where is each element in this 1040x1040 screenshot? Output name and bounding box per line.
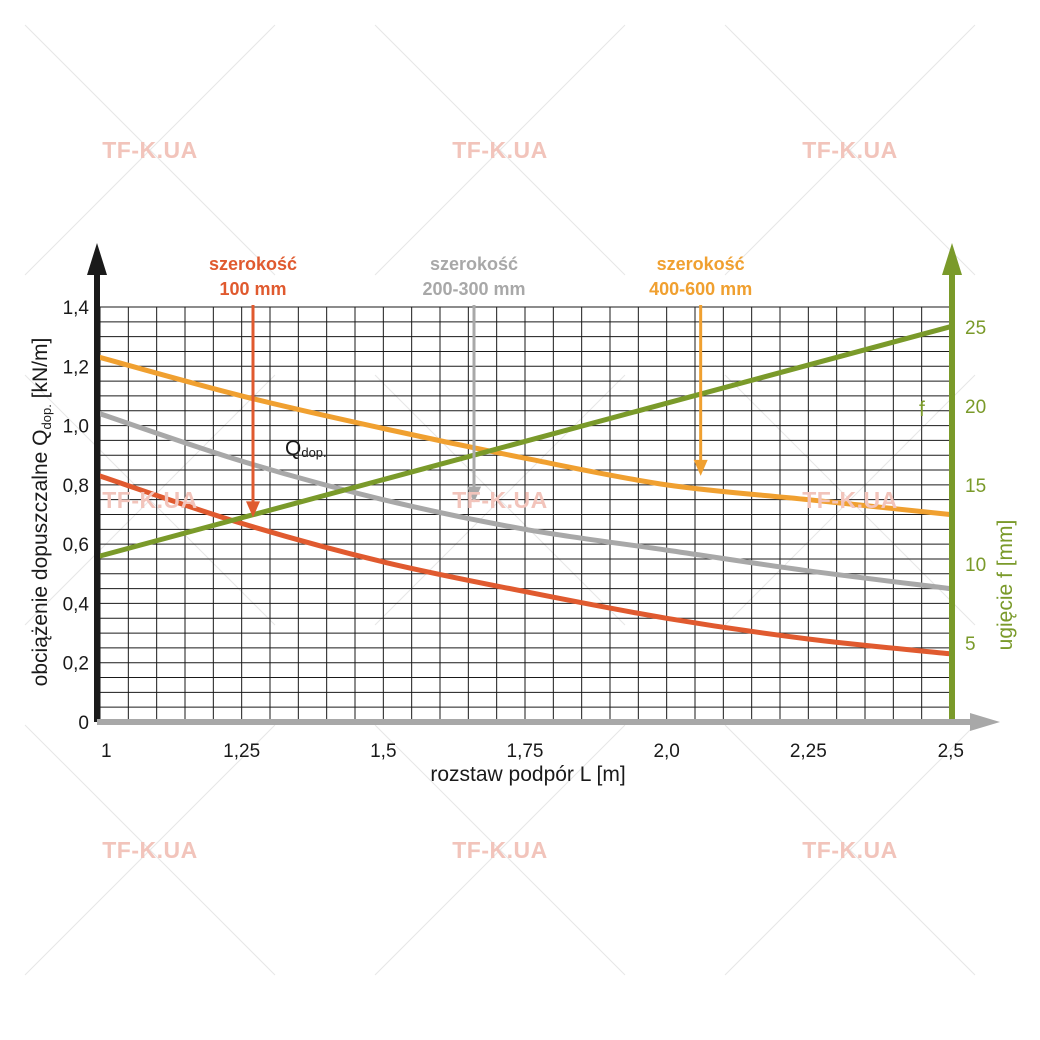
callout-title: szerokość (430, 254, 518, 274)
y-tick-label: 1,2 (63, 357, 89, 378)
watermark-text-layer: TF-K.UA TF-K.UA TF-K.UA TF-K.UA TF-K.UA TF-K.… (102, 137, 897, 863)
x-tick-label: 2,5 (938, 741, 964, 762)
y-tick-label: 1,4 (63, 298, 90, 319)
y-tick-label: 0,8 (63, 476, 89, 497)
callout-width: 100 mm (219, 279, 286, 299)
series-layer (97, 324, 953, 657)
q-series-label-main: Q (285, 437, 301, 460)
y-tick-label: 1,0 (63, 417, 89, 438)
watermark-text: TF-K.UA (102, 487, 197, 513)
grid (99, 306, 951, 723)
x-tick-label: 2,25 (790, 741, 827, 762)
watermark-text: TF-K.UA (102, 837, 197, 863)
y2-tick-label: 25 (965, 318, 986, 339)
callout-width: 200-300 mm (422, 279, 525, 299)
axes (87, 243, 1000, 731)
watermark-text: TF-K.UA (452, 837, 547, 863)
watermark-text: TF-K.UA (802, 837, 897, 863)
callout-arrow-head (467, 486, 481, 503)
y-axis-title: obciążenie dopuszczalne Qdop. [kN/m] (29, 338, 54, 687)
y-axis-title-unit: [kN/m] (29, 338, 52, 405)
f-series-label: f (919, 398, 925, 421)
watermark-diagonal (374, 24, 626, 276)
watermark-text: TF-K.UA (452, 137, 547, 163)
series-line-w400 (97, 354, 953, 517)
watermark-diagonal (374, 724, 626, 976)
watermark-layer (24, 24, 976, 976)
callout-title: szerokość (209, 254, 297, 274)
watermark-diagonal (24, 24, 276, 276)
callout-title: szerokość (657, 254, 745, 274)
q-series-label-sub: dop. (301, 445, 326, 460)
series-line-w100 (97, 473, 953, 657)
callout-arrow-head (693, 459, 708, 476)
y-axis-arrow (87, 243, 107, 275)
watermark-text: TF-K.UA (102, 137, 197, 163)
tick-labels: 1 1,25 1,5 1,75 2,0 2,25 2,500,20,40,60,81,01,… (63, 298, 987, 762)
y-tick-label: 0,2 (63, 654, 89, 675)
watermark-diagonal (724, 24, 976, 276)
callout-width: 400-600 mm (649, 279, 752, 299)
callout-arrow-head (246, 501, 260, 518)
y2-tick-label: 20 (965, 397, 986, 418)
y-axis-title-sub: dop. (39, 404, 54, 429)
x-tick-label: 1,25 (223, 741, 260, 762)
y2-axis-title: ugięcie f [mm] (994, 520, 1017, 651)
y-tick-label: 0,6 (63, 535, 89, 556)
y-axis-title-main: obciążenie dopuszczalne Q (29, 429, 52, 686)
y-tick-label: 0 (78, 713, 89, 734)
series-line-f (97, 324, 953, 559)
x-axis-title: rozstaw podpór L [m] (430, 763, 625, 786)
x-tick-label: 2,0 (653, 741, 679, 762)
x-axis-arrow (970, 713, 1000, 731)
x-tick-label: 1 (101, 741, 112, 762)
y2-axis-arrow (942, 243, 962, 275)
watermark-text: TF-K.UA (802, 137, 897, 163)
callouts: szerokość 100 mm szerokość 200-300 mm szerok… (209, 254, 752, 518)
watermark-text: TF-K.UA (452, 487, 547, 513)
series-line-w200 (97, 411, 953, 592)
y-tick-label: 0,4 (63, 594, 90, 615)
watermark-text: TF-K.UA (802, 487, 897, 513)
x-tick-label: 1,75 (507, 741, 544, 762)
y2-tick-label: 5 (965, 634, 976, 655)
q-series-label: Qdop. (285, 437, 327, 460)
watermark-diagonal (24, 724, 276, 976)
watermark-diagonal (724, 724, 976, 976)
y2-tick-label: 10 (965, 555, 986, 576)
y2-tick-label: 15 (965, 476, 986, 497)
axis-titles: rozstaw podpór L [m] obciążenie dopuszcz… (29, 338, 1017, 786)
x-tick-label: 1,5 (370, 741, 396, 762)
